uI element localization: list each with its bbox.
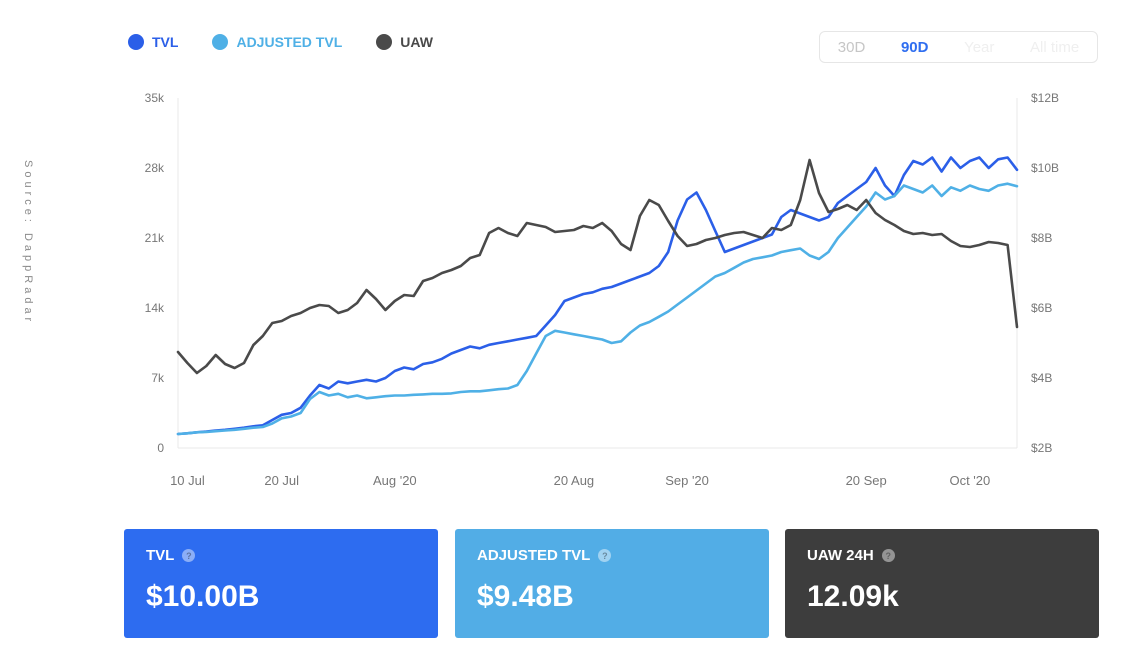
legend-item-tvl[interactable]: TVL	[128, 34, 178, 50]
legend-label: UAW	[400, 34, 433, 50]
legend-label: TVL	[152, 34, 179, 50]
y-left-tick-label: 28k	[145, 161, 165, 175]
y-left-tick-label: 14k	[145, 301, 165, 315]
legend-item-adjusted-tvl[interactable]: ADJUSTED TVL	[212, 34, 342, 50]
card-value: 12.09k	[807, 580, 899, 613]
y-right-tick-label: $2B	[1031, 441, 1052, 455]
card-label: ADJUSTED TVL	[477, 547, 591, 564]
y-left-tick-label: 35k	[145, 91, 165, 105]
range-year[interactable]: Year	[964, 38, 995, 56]
tvl-card: TVL? $10.00B	[124, 529, 438, 638]
series-line-adjusted-tvl	[176, 182, 1019, 436]
uaw-card: UAW 24H? 12.09k	[785, 529, 1099, 638]
y-left-tick-label: 0	[157, 441, 164, 455]
x-tick-label: 20 Jul	[264, 473, 299, 488]
x-tick-label: Aug '20	[373, 473, 417, 488]
y-right-tick-label: $12B	[1031, 91, 1059, 105]
info-icon[interactable]: ?	[182, 549, 196, 562]
adjusted-tvl-dot-icon	[212, 34, 229, 50]
x-tick-label: 10 Jul	[170, 473, 205, 488]
series-line-tvl	[176, 156, 1019, 436]
y-right-tick-label: $6B	[1031, 301, 1052, 315]
tvl-dot-icon	[128, 34, 144, 50]
card-label: UAW 24H	[807, 547, 874, 564]
y-left-tick-label: 7k	[151, 371, 165, 385]
card-value: $9.48B	[477, 580, 574, 613]
uaw-dot-icon	[376, 34, 393, 50]
source-label: Source: DappRadar	[22, 160, 34, 326]
series-line-uaw	[176, 158, 1019, 375]
x-tick-label: 20 Aug	[554, 473, 595, 488]
x-tick-label: 20 Sep	[846, 473, 887, 488]
x-tick-label: Sep '20	[665, 473, 709, 488]
chart-legend: TVL ADJUSTED TVL UAW	[128, 34, 433, 50]
y-left-tick-label: 21k	[145, 231, 165, 245]
legend-item-uaw[interactable]: UAW	[376, 34, 433, 50]
card-label: TVL	[146, 547, 175, 564]
card-value: $10.00B	[146, 580, 260, 613]
range-30d[interactable]: 30D	[837, 38, 866, 56]
y-right-tick-label: $10B	[1031, 161, 1059, 175]
x-tick-label: Oct '20	[949, 473, 990, 488]
range-all-time[interactable]: All time	[1030, 38, 1080, 56]
tvl-chart: 0 7k 14k 21k 28k 35k $2B $4B $6B $8B $10B $12B 10 Ju…	[145, 91, 1059, 488]
legend-label: ADJUSTED TVL	[236, 34, 343, 50]
info-icon[interactable]: ?	[881, 549, 895, 562]
y-right-tick-label: $8B	[1031, 231, 1052, 245]
range-90d[interactable]: 90D	[900, 38, 929, 56]
y-right-tick-label: $4B	[1031, 371, 1052, 385]
range-selector: 30D 90D Year All time	[819, 31, 1098, 63]
info-icon[interactable]: ?	[598, 549, 612, 562]
adjusted-tvl-card: ADJUSTED TVL? $9.48B	[455, 529, 769, 638]
